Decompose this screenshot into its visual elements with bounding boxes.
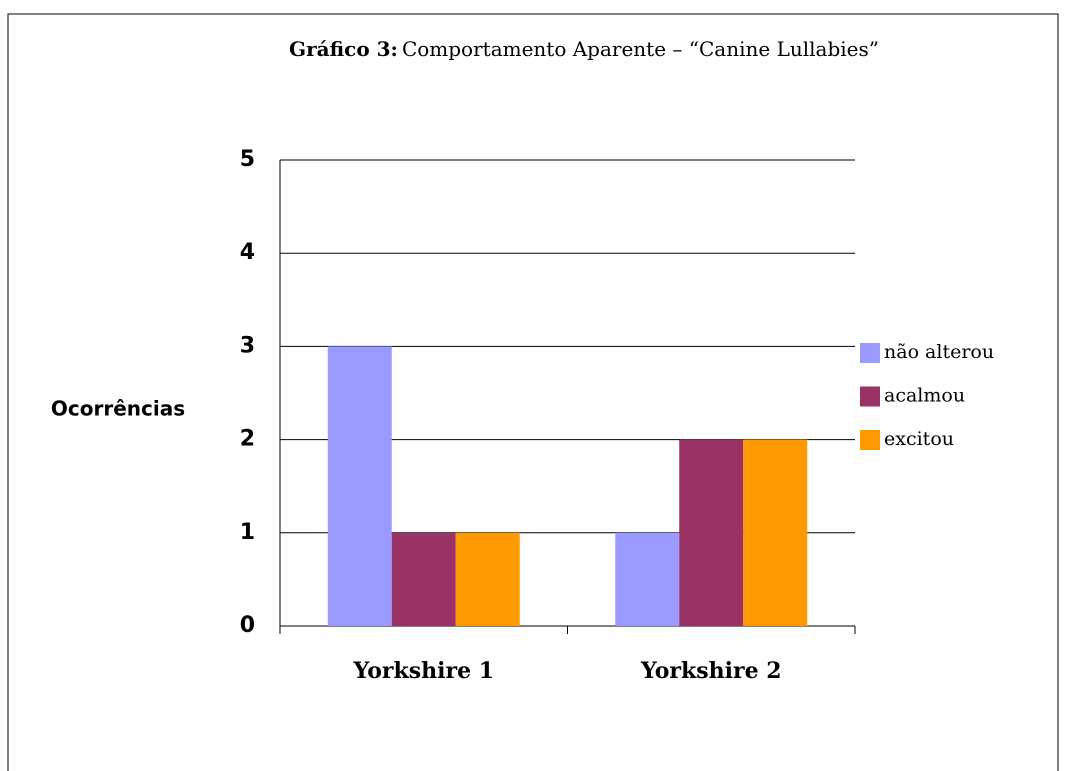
y-tick-label: 2 bbox=[240, 427, 255, 452]
bar bbox=[391, 532, 456, 626]
x-tick-label: Yorkshire 2 bbox=[640, 658, 782, 684]
y-tick-label: 4 bbox=[240, 240, 255, 265]
title-label: Gráfico 3: bbox=[289, 37, 398, 61]
y-tick-label: 3 bbox=[240, 333, 255, 358]
title-text: Comportamento Aparente – “Canine Lullabi… bbox=[402, 37, 879, 61]
x-tick-label: Yorkshire 1 bbox=[352, 658, 494, 684]
legend-swatch bbox=[860, 343, 880, 363]
legend-label: não alterou bbox=[884, 341, 994, 363]
legend-swatch bbox=[860, 430, 880, 450]
bar bbox=[327, 346, 392, 626]
bar bbox=[455, 532, 520, 626]
y-axis-label: Ocorrências bbox=[51, 397, 185, 421]
legend-label: acalmou bbox=[884, 385, 965, 407]
chart-title: Gráfico 3: Comportamento Aparente – “Cani… bbox=[289, 37, 879, 61]
y-tick-label: 0 bbox=[240, 613, 255, 638]
legend-swatch bbox=[860, 386, 880, 407]
y-tick-label: 1 bbox=[240, 520, 255, 545]
legend-label: excitou bbox=[884, 428, 954, 450]
y-tick-label: 5 bbox=[240, 147, 255, 172]
bar bbox=[679, 439, 744, 626]
frame bbox=[7, 13, 1059, 771]
bar bbox=[743, 439, 808, 626]
bar bbox=[615, 532, 680, 626]
